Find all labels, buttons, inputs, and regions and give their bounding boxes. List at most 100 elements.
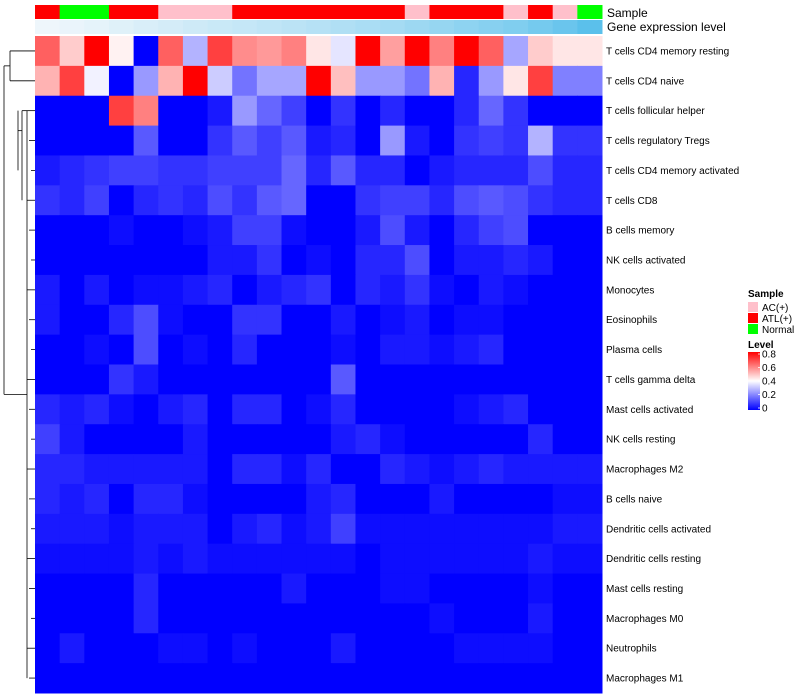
heatmap-cell — [380, 95, 406, 127]
heatmap-cell — [182, 95, 209, 127]
heatmap-cell — [232, 603, 258, 634]
heatmap-cell — [256, 95, 283, 127]
heatmap-cell — [281, 334, 307, 365]
heatmap-cell — [133, 364, 159, 395]
heatmap-cell — [108, 633, 135, 664]
heatmap-cell — [404, 274, 430, 306]
row-label: Macrophages M2 — [606, 465, 684, 476]
heatmap-cell — [454, 304, 480, 336]
heatmap-cell — [429, 603, 455, 634]
heatmap-cell — [35, 603, 61, 634]
heatmap-cell — [133, 304, 159, 336]
gene-expression-annotation-cell — [552, 20, 578, 34]
heatmap-cell — [380, 424, 406, 455]
heatmap-cell — [404, 125, 430, 156]
heatmap-cell — [232, 543, 258, 575]
heatmap-cell — [133, 513, 159, 545]
sample-annotation-cell — [207, 5, 233, 19]
heatmap-cell — [355, 125, 381, 156]
heatmap-cell — [207, 65, 233, 97]
level-tick-label: 0.2 — [762, 390, 776, 401]
level-color-scale: 0.8 0.6 0.4 0.2 0 — [748, 350, 776, 415]
heatmap-cell — [429, 543, 455, 575]
heatmap-cell — [256, 215, 283, 246]
heatmap-cell — [454, 364, 480, 395]
heatmap-cell — [256, 573, 283, 604]
heatmap-cell — [306, 334, 332, 365]
heatmap-cell — [59, 663, 85, 694]
heatmap-cell — [158, 36, 184, 67]
heatmap-cell — [256, 454, 283, 485]
heatmap-cell — [84, 633, 110, 664]
heatmap-cell — [355, 65, 381, 97]
heatmap-cell — [454, 663, 480, 694]
heatmap-cell — [108, 334, 135, 365]
heatmap-cell — [528, 394, 554, 425]
heatmap-cell — [503, 245, 529, 276]
sample-annotation-cell — [306, 5, 332, 19]
heatmap-cell — [528, 155, 554, 186]
gene-expression-annotation-cell — [330, 20, 356, 34]
heatmap-cell — [84, 603, 110, 634]
heatmap-cell — [355, 483, 381, 515]
heatmap-cell — [528, 215, 554, 246]
heatmap-cell — [503, 663, 529, 694]
sample-annotation-cell — [84, 5, 110, 19]
heatmap-cell — [158, 424, 184, 455]
heatmap-cell — [577, 274, 603, 306]
heatmap-cell — [454, 483, 480, 515]
heatmap-cell — [182, 304, 209, 336]
sample-annotation-cell — [503, 5, 529, 19]
heatmap-cell — [528, 95, 554, 127]
heatmap-cell — [35, 334, 61, 365]
gene-expression-annotation-cell — [281, 20, 307, 34]
heatmap-cell — [207, 155, 233, 186]
heatmap-cell — [503, 155, 529, 186]
heatmap-cell — [281, 274, 307, 306]
heatmap-cell — [133, 483, 159, 515]
heatmap-cell — [478, 185, 504, 216]
heatmap-cell — [108, 304, 135, 336]
heatmap-cell — [478, 603, 504, 634]
sample-annotation-cell — [528, 5, 554, 19]
heatmap-cell — [306, 483, 332, 515]
heatmap-cell — [429, 454, 455, 485]
heatmap-cell — [306, 364, 332, 395]
heatmap-cell — [207, 334, 233, 365]
heatmap-cell — [35, 274, 61, 306]
heatmap-cell — [84, 483, 110, 515]
heatmap-cell — [552, 483, 578, 515]
row-label: B cells memory — [606, 226, 674, 237]
gene-expression-annotation-cell — [306, 20, 332, 34]
heatmap-cell — [256, 364, 283, 395]
heatmap-cell — [404, 334, 430, 365]
heatmap-cell — [552, 304, 578, 336]
heatmap-cell — [59, 36, 85, 67]
heatmap-cell — [380, 274, 406, 306]
heatmap-cell — [404, 215, 430, 246]
heatmap-cell — [355, 573, 381, 604]
heatmap-cell — [528, 454, 554, 485]
heatmap-cell — [552, 513, 578, 545]
heatmap-cell — [380, 364, 406, 395]
heatmap-cell — [454, 394, 480, 425]
heatmap-cell — [232, 364, 258, 395]
heatmap-cell — [232, 185, 258, 216]
heatmap-cell — [182, 543, 209, 575]
heatmap-cell — [380, 573, 406, 604]
heatmap-cell — [84, 125, 110, 156]
heatmap-cell — [454, 125, 480, 156]
sample-annotation-cell — [133, 5, 159, 19]
heatmap-cell — [478, 304, 504, 336]
heatmap-cell — [108, 65, 135, 97]
heatmap-cell — [577, 215, 603, 246]
heatmap-cell — [59, 483, 85, 515]
heatmap-cell — [281, 215, 307, 246]
heatmap-cell — [577, 65, 603, 97]
heatmap-cell — [232, 245, 258, 276]
heatmap-cell — [478, 364, 504, 395]
heatmap-cell — [429, 424, 455, 455]
heatmap-cell — [577, 334, 603, 365]
sample-annotation-cell — [35, 5, 61, 19]
heatmap-cell — [355, 304, 381, 336]
